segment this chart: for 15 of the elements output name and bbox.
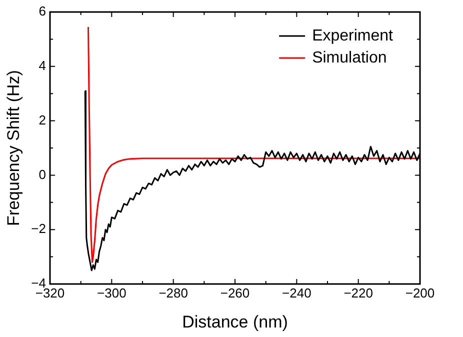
x-axis-title: Distance (nm) (182, 312, 288, 332)
y-tick-label: −2 (31, 221, 46, 236)
y-tick-label: 4 (38, 58, 46, 73)
x-tick-label: −260 (220, 285, 250, 300)
y-axis-title: Frequency Shift (Hz) (4, 70, 23, 226)
x-tick-label: −300 (97, 285, 126, 300)
x-tick-label: −220 (344, 285, 373, 300)
y-tick-label: 2 (38, 112, 46, 128)
x-tick-label: −280 (158, 285, 188, 300)
x-tick-label: −200 (405, 285, 435, 300)
y-tick-label: 0 (38, 166, 46, 182)
legend-label: Simulation (312, 49, 387, 66)
y-tick-label: 6 (38, 4, 46, 19)
x-tick-label: −240 (282, 285, 312, 300)
legend-label: Experiment (312, 27, 394, 44)
